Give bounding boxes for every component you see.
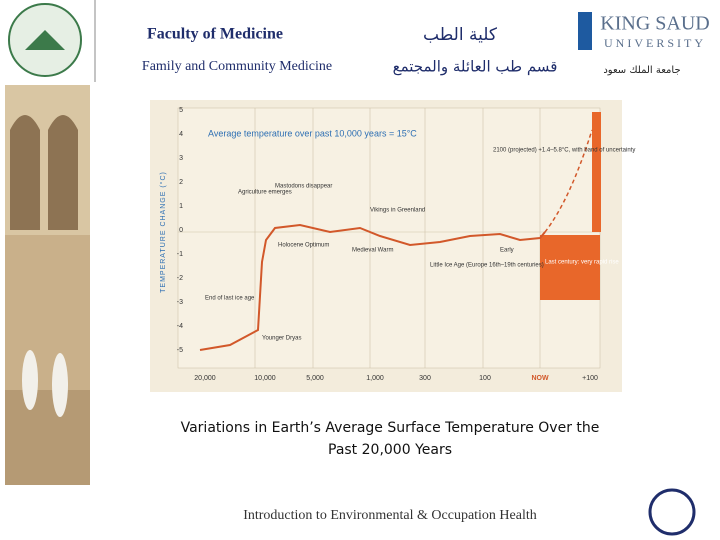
y-tick-label: 0	[179, 227, 183, 234]
y-tick-label: -3	[177, 299, 183, 306]
annotation: 2100 (projected) +1.4–5.8°C, with band o…	[493, 148, 635, 154]
emblem-shape	[25, 30, 65, 50]
footer: Introduction to Environmental & Occupati…	[243, 508, 537, 523]
annotation: Agriculture emerges	[238, 190, 292, 196]
x-tick-label: 20,000	[194, 375, 216, 382]
figure-title: Average temperature over past 10,000 yea…	[208, 128, 417, 138]
x-tick-label: 300	[419, 375, 431, 382]
y-tick-label: 1	[179, 203, 183, 210]
y-tick-label: -2	[177, 275, 183, 282]
department-ar: قسم طب العائلة والمجتمع	[393, 58, 558, 76]
annotation: Holocene Optimum	[278, 243, 329, 249]
caption: Variations in Earth’s Average Surface Te…	[181, 420, 600, 436]
ksu-logo-text: KING SAUD	[600, 13, 709, 35]
x-tick-label: 10,000	[254, 375, 276, 382]
x-tick-label: 1,000	[366, 375, 384, 382]
y-tick-label: -4	[177, 323, 183, 330]
annotation: Mastodons disappear	[275, 184, 332, 190]
department: Family and Community Medicine	[142, 59, 332, 74]
x-tick-label: 5,000	[306, 375, 324, 382]
annotation: Medieval Warm	[352, 248, 393, 254]
annotation: Vikings in Greenland	[370, 208, 425, 214]
annotation: Little Ice Age (Europe 16th–19th centuri…	[430, 263, 544, 269]
caption: Past 20,000 Years	[328, 442, 452, 458]
annotation: End of last ice age	[205, 296, 255, 302]
x-tick-label: NOW	[531, 375, 549, 382]
campus-photo	[5, 85, 90, 485]
y-tick-label: 3	[179, 155, 183, 162]
y-tick-label: -1	[177, 251, 183, 258]
x-tick-label: +100	[582, 375, 598, 382]
faculty-title: Faculty of Medicine	[147, 26, 283, 43]
y-tick-label: 5	[179, 107, 183, 114]
annotation: Early	[500, 248, 514, 254]
y-tick-label: 2	[179, 179, 183, 186]
ksu-logo-mark	[578, 12, 592, 50]
y-tick-label: 4	[179, 131, 183, 138]
annotation: Last century: very rapid rise	[545, 260, 619, 266]
y-tick-label: -5	[177, 347, 183, 354]
footer-badge	[648, 488, 696, 536]
figure	[150, 100, 622, 392]
y-axis-label: TEMPERATURE CHANGE (°C)	[159, 171, 167, 293]
ksu-logo-text: UNIVERSITY	[604, 36, 706, 50]
x-tick-label: 100	[479, 375, 491, 382]
annotation: Younger Dryas	[262, 336, 301, 342]
faculty-title-ar: كلية الطب	[423, 25, 498, 45]
ksu-logo-ar: جامعة الملك سعود	[603, 65, 680, 76]
